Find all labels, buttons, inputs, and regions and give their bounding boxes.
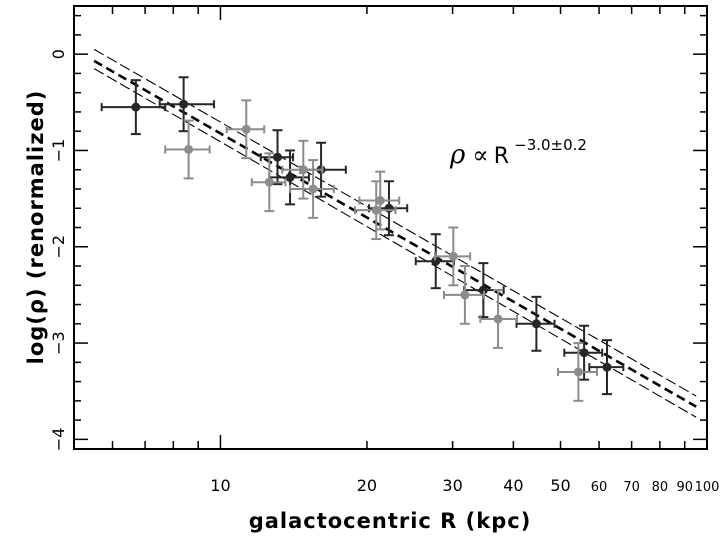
plot-frame — [73, 5, 708, 450]
point-marker — [264, 177, 274, 187]
data-point — [158, 76, 216, 133]
data-points — [100, 76, 625, 402]
annotation-symbol: ρ — [449, 140, 466, 170]
x-tick-label: 90 — [676, 480, 693, 495]
point-marker — [179, 99, 189, 109]
point-marker — [241, 124, 251, 134]
tick-labels: 10 20 30 40 50 60 70 80 90 100 0 −1 −2 −3 −4 — [49, 49, 719, 495]
x-tick-label: 50 — [550, 476, 570, 495]
x-tick-label: 70 — [623, 480, 640, 495]
y-tick-label: −1 — [49, 139, 68, 163]
point-marker — [448, 251, 458, 261]
point-marker — [478, 285, 488, 295]
point-marker — [460, 290, 470, 300]
data-point — [250, 152, 287, 213]
x-tick-label: 60 — [591, 480, 608, 495]
point-marker — [131, 102, 141, 112]
data-point — [479, 289, 519, 349]
x-tick-label: 40 — [503, 476, 523, 495]
point-marker — [184, 144, 194, 154]
point-marker — [308, 184, 318, 194]
point-marker — [493, 314, 503, 324]
x-tick-label: 10 — [210, 476, 230, 495]
data-point — [414, 233, 456, 290]
y-axis-title: log(ρ) (renormalized) — [24, 90, 48, 365]
data-point — [433, 226, 472, 287]
point-marker — [273, 152, 283, 162]
power-law-annotation: ρ ∝ R −3.0±0.2 — [449, 136, 587, 170]
x-tick-label: 80 — [652, 480, 669, 495]
fit-line — [93, 59, 697, 408]
data-point — [289, 159, 335, 219]
data-point — [100, 79, 167, 136]
data-point — [353, 180, 397, 241]
point-marker — [375, 196, 385, 206]
y-tick-label: −2 — [49, 235, 68, 259]
data-point — [563, 324, 604, 381]
data-point — [442, 265, 485, 325]
x-axis-title: galactocentric R (kpc) — [249, 509, 532, 533]
data-point — [515, 295, 556, 352]
point-marker — [431, 256, 441, 266]
point-marker — [531, 319, 541, 329]
axis-ticks — [73, 6, 708, 449]
point-marker — [602, 362, 612, 372]
point-marker — [298, 165, 308, 175]
annotation-relation: ∝ — [472, 141, 488, 169]
data-point — [556, 342, 598, 402]
y-tick-label: 0 — [49, 49, 68, 59]
data-point — [358, 170, 401, 231]
fit-line — [93, 68, 697, 418]
point-marker — [285, 172, 295, 182]
y-tick-label: −3 — [49, 331, 68, 355]
data-point — [588, 339, 625, 396]
data-point — [225, 99, 266, 160]
fit-line — [93, 48, 697, 397]
point-marker — [371, 205, 381, 215]
data-point — [259, 129, 295, 186]
x-tick-label: 100 — [695, 480, 720, 495]
point-marker — [573, 367, 583, 377]
point-marker — [384, 203, 394, 213]
x-tick-label: 30 — [442, 476, 462, 495]
annotation-base: R — [494, 144, 509, 169]
y-tick-label: −4 — [49, 428, 68, 452]
point-marker — [579, 348, 589, 358]
fit-lines — [93, 48, 697, 418]
annotation-exponent: −3.0±0.2 — [514, 136, 587, 154]
data-point — [164, 119, 211, 180]
x-tick-label: 20 — [357, 476, 377, 495]
